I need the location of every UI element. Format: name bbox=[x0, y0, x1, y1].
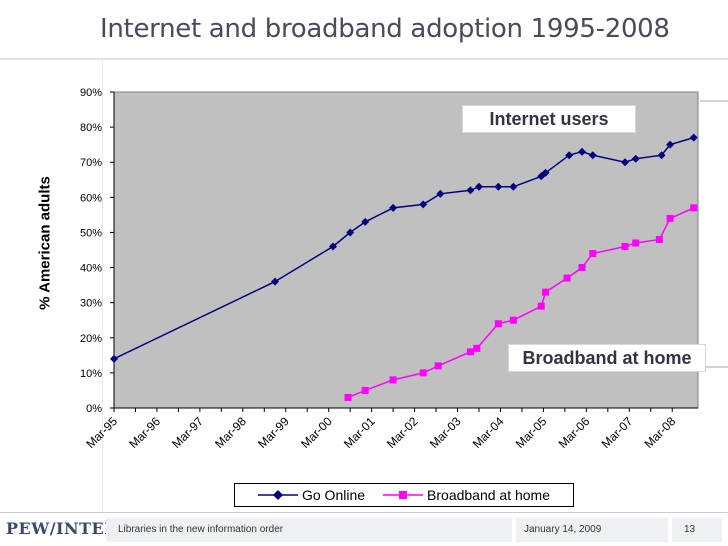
data-point-go-online bbox=[419, 200, 428, 209]
y-tick-label: 80% bbox=[80, 122, 102, 134]
left-margin-rule bbox=[102, 60, 103, 512]
data-point-broadband-at-home bbox=[578, 264, 586, 272]
slide-title: Internet and broadband adoption 1995-200… bbox=[100, 14, 670, 44]
data-point-broadband-at-home bbox=[563, 274, 571, 282]
data-point-broadband-at-home bbox=[361, 386, 369, 394]
y-tick-label: 0% bbox=[86, 403, 102, 415]
data-point-broadband-at-home bbox=[690, 204, 698, 212]
y-tick-label: 30% bbox=[80, 298, 102, 310]
y-tick-label: 40% bbox=[80, 263, 102, 275]
legend-item-go-online: Go Online bbox=[257, 487, 366, 503]
x-tick-label: Mar-02 bbox=[384, 414, 421, 451]
x-tick-label: Mar-00 bbox=[298, 414, 335, 451]
footer-deck-title: Libraries in the new information order bbox=[106, 518, 512, 542]
legend-diamond-marker-icon bbox=[257, 490, 298, 500]
data-point-go-online bbox=[110, 354, 118, 363]
x-tick-label: Mar-99 bbox=[255, 414, 292, 451]
data-point-broadband-at-home bbox=[389, 376, 397, 384]
data-point-broadband-at-home bbox=[344, 393, 352, 401]
x-tick-label: Mar-05 bbox=[513, 414, 550, 451]
data-point-go-online bbox=[657, 151, 666, 160]
data-point-go-online bbox=[621, 158, 629, 167]
data-point-go-online bbox=[689, 133, 698, 142]
left-margin-band bbox=[0, 60, 102, 512]
footer-date: January 14, 2009 bbox=[516, 518, 668, 542]
data-point-go-online bbox=[509, 182, 518, 191]
data-point-broadband-at-home bbox=[494, 320, 502, 328]
y-axis-label-clip: % American adults bbox=[34, 158, 56, 328]
y-tick-label: 10% bbox=[80, 368, 102, 380]
y-axis-label: % American adults bbox=[36, 176, 54, 310]
data-point-go-online bbox=[541, 168, 550, 177]
y-tick-label: 50% bbox=[80, 227, 102, 239]
data-point-broadband-at-home bbox=[589, 250, 597, 258]
data-point-go-online bbox=[361, 217, 370, 226]
data-point-go-online bbox=[666, 140, 675, 149]
right-decor-line bbox=[700, 100, 728, 102]
legend-item-broadband: Broadband at home bbox=[383, 487, 550, 503]
data-point-broadband-at-home bbox=[434, 362, 442, 370]
x-tick-label: Mar-96 bbox=[126, 414, 163, 451]
x-tick-label: Mar-97 bbox=[169, 414, 206, 451]
data-point-broadband-at-home bbox=[466, 348, 474, 356]
data-point-broadband-at-home bbox=[632, 239, 640, 247]
y-tick-label: 20% bbox=[80, 333, 102, 345]
x-tick-label: Mar-06 bbox=[556, 414, 593, 451]
x-tick-label: Mar-08 bbox=[642, 414, 679, 451]
legend-square-marker-icon bbox=[383, 491, 424, 499]
x-tick-label: Mar-98 bbox=[212, 414, 249, 451]
data-point-broadband-at-home bbox=[419, 369, 427, 377]
x-tick-label: Mar-03 bbox=[427, 414, 464, 451]
chart: 0%10%20%30%40%50%60%70%80%90%Mar-95 Mar-9… bbox=[80, 87, 699, 451]
series-line-go-online bbox=[113, 136, 694, 360]
data-point-broadband-at-home bbox=[537, 302, 545, 310]
y-tick-label: 70% bbox=[80, 157, 102, 169]
data-point-go-online bbox=[329, 242, 337, 251]
data-point-go-online bbox=[436, 189, 445, 198]
footer-page-number: 13 bbox=[672, 518, 722, 542]
x-tick-label: Mar-07 bbox=[599, 414, 636, 451]
x-tick-label: Mar-95 bbox=[83, 414, 120, 451]
chart-legend: Go Online Broadband at home bbox=[234, 483, 574, 507]
data-point-go-online bbox=[578, 147, 587, 156]
data-point-go-online bbox=[494, 182, 503, 191]
data-point-broadband-at-home bbox=[666, 214, 674, 222]
x-tick-label: Mar-01 bbox=[341, 414, 378, 451]
data-point-go-online bbox=[631, 154, 640, 163]
data-point-broadband-at-home bbox=[655, 235, 663, 243]
y-tick-label: 90% bbox=[80, 87, 102, 99]
data-point-go-online bbox=[475, 182, 483, 191]
data-point-broadband-at-home bbox=[542, 288, 550, 296]
internet-users-callout: Internet users bbox=[462, 105, 636, 133]
legend-label-go-online: Go Online bbox=[301, 487, 366, 503]
data-point-go-online bbox=[565, 151, 574, 160]
data-point-broadband-at-home bbox=[509, 316, 517, 324]
title-divider bbox=[0, 58, 728, 60]
data-point-go-online bbox=[466, 186, 475, 195]
data-point-go-online bbox=[346, 228, 355, 237]
data-point-go-online bbox=[537, 172, 546, 181]
data-point-broadband-at-home bbox=[473, 344, 481, 352]
broadband-callout: Broadband at home bbox=[508, 344, 706, 372]
legend-label-broadband: Broadband at home bbox=[427, 487, 551, 503]
data-point-go-online bbox=[389, 203, 398, 212]
data-point-go-online bbox=[271, 277, 280, 286]
y-tick-label: 60% bbox=[80, 192, 102, 204]
data-point-go-online bbox=[588, 151, 597, 160]
x-tick-label: Mar-04 bbox=[470, 414, 507, 451]
right-decor-line-lower bbox=[700, 366, 728, 368]
data-point-broadband-at-home bbox=[621, 242, 629, 250]
